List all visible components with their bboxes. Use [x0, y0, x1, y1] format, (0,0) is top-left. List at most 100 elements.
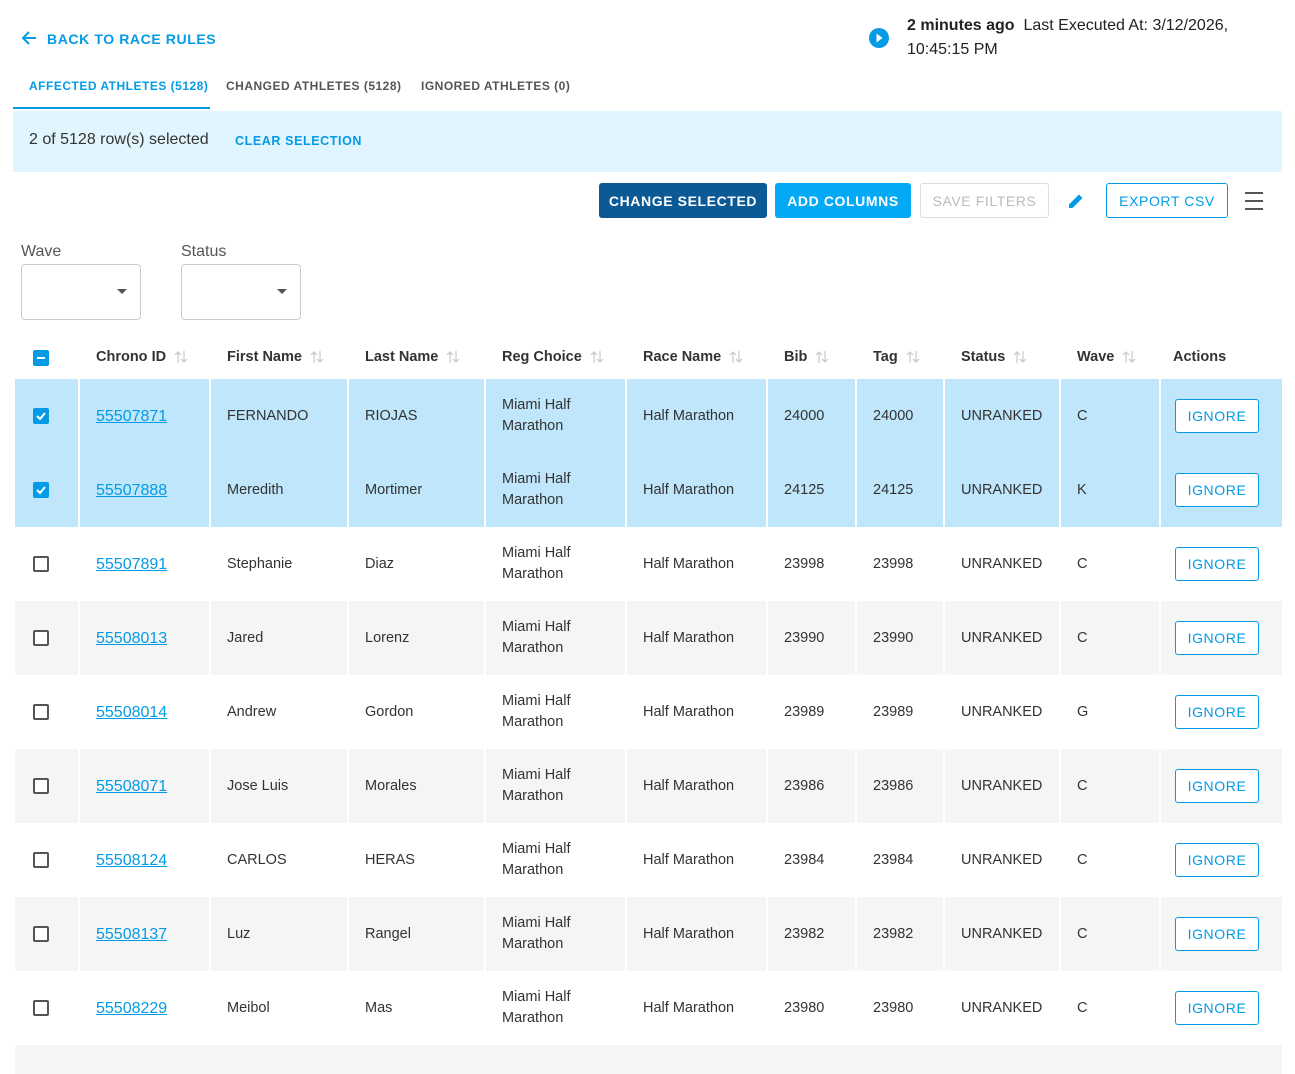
row-checkbox[interactable] — [33, 704, 49, 720]
select-all-checkbox[interactable] — [33, 350, 49, 366]
ignore-button[interactable]: IGNORE — [1175, 621, 1259, 655]
chrono-id-link[interactable]: 55508014 — [96, 703, 168, 721]
tab[interactable]: AFFECTED ATHLETES (5128) — [29, 79, 209, 93]
table-cell: C — [1061, 897, 1159, 971]
clear-selection[interactable]: CLEAR SELECTION — [235, 134, 363, 148]
ignore-button[interactable]: IGNORE — [1175, 473, 1259, 507]
cell-text: Miami Half Marathon — [502, 471, 571, 508]
table-cell: FERNANDO — [211, 379, 347, 453]
execution-info: 2 minutes ago Last Executed At: 3/12/202… — [907, 14, 1252, 62]
table-cell: Miami Half Marathon — [486, 823, 625, 897]
table-cell: 55508124 — [80, 823, 209, 897]
table-cell: Rangel — [349, 897, 484, 971]
cell-text: K — [1077, 481, 1087, 498]
menu-icon[interactable] — [1244, 191, 1264, 211]
table-cell: Half Marathon — [627, 897, 766, 971]
chrono-id-link[interactable]: 55508137 — [96, 925, 168, 943]
edit-icon[interactable] — [1066, 191, 1086, 211]
column-header[interactable]: Status — [961, 335, 1027, 379]
chrono-id-link[interactable]: 55507891 — [96, 555, 168, 573]
table-cell: 55508137 — [80, 897, 209, 971]
table-cell: IGNORE — [1161, 675, 1282, 749]
table-cell: 23989 — [768, 675, 855, 749]
ignore-button[interactable]: IGNORE — [1175, 917, 1259, 951]
back-link[interactable]: BACK TO RACE RULES — [47, 31, 217, 47]
cell-text: Miami Half Marathon — [502, 619, 571, 656]
tab-indicator — [13, 107, 210, 109]
ignore-button[interactable]: IGNORE — [1175, 991, 1259, 1025]
row-checkbox[interactable] — [33, 408, 49, 424]
row-checkbox[interactable] — [33, 482, 49, 498]
column-header[interactable]: Race Name — [643, 335, 743, 379]
column-title: Race Name — [643, 349, 722, 365]
table-cell: Half Marathon — [627, 823, 766, 897]
table-cell: CARLOS — [211, 823, 347, 897]
table-cell: 55507891 — [80, 527, 209, 601]
ignore-button[interactable]: IGNORE — [1175, 399, 1259, 433]
chrono-id-link[interactable]: 55508229 — [96, 999, 168, 1017]
back-arrow[interactable] — [20, 30, 38, 46]
row-checkbox[interactable] — [33, 778, 49, 794]
column-header[interactable]: Reg Choice — [502, 335, 604, 379]
row-checkbox[interactable] — [33, 1000, 49, 1016]
cell-text: 23984 — [784, 851, 825, 868]
tab[interactable]: IGNORED ATHLETES (0) — [421, 79, 571, 93]
run-icon[interactable] — [868, 27, 890, 49]
change-selected-button[interactable]: CHANGE SELECTED — [599, 183, 767, 218]
add-columns-button[interactable]: ADD COLUMNS — [775, 183, 911, 218]
cell-text: Gordon — [365, 703, 414, 720]
cell-text: Miami Half Marathon — [502, 915, 571, 952]
table-cell: IGNORE — [1161, 971, 1282, 1045]
chrono-id-link[interactable]: 55508071 — [96, 777, 168, 795]
ignore-button[interactable]: IGNORE — [1175, 695, 1259, 729]
row-checkbox[interactable] — [33, 556, 49, 572]
cell-text: C — [1077, 999, 1088, 1016]
cell-text: Mortimer — [365, 481, 423, 498]
cell-text: 23980 — [873, 999, 914, 1016]
table-cell: Miami Half Marathon — [486, 527, 625, 601]
table-cell: Meibol — [211, 971, 347, 1045]
cell-text: 23982 — [784, 925, 825, 942]
table-cell: 23990 — [857, 601, 943, 675]
column-header[interactable]: Wave — [1077, 335, 1136, 379]
cell-text: UNRANKED — [961, 851, 1043, 868]
cell-text: Mas — [365, 999, 393, 1016]
column-header[interactable]: Actions — [1173, 335, 1226, 379]
cell-text: C — [1077, 407, 1088, 424]
cell-text: C — [1077, 555, 1088, 572]
cell-text: Half Marathon — [643, 999, 735, 1016]
last-executed: Last Executed At: 3/12/2026, 10:45:15 PM — [907, 17, 1229, 58]
save-filters-button[interactable]: SAVE FILTERS — [920, 183, 1049, 218]
column-header[interactable]: Bib — [784, 335, 829, 379]
row-checkbox[interactable] — [33, 630, 49, 646]
row-checkbox[interactable] — [33, 852, 49, 868]
table-cell: UNRANKED — [945, 675, 1059, 749]
table-cell: 23982 — [768, 897, 855, 971]
column-title: Bib — [784, 349, 808, 365]
ignore-button[interactable]: IGNORE — [1175, 843, 1259, 877]
cell-text: Half Marathon — [643, 555, 735, 572]
chrono-id-link[interactable]: 55508124 — [96, 851, 168, 869]
cell-text: Miami Half Marathon — [502, 841, 571, 878]
export-csv-button[interactable]: EXPORT CSV — [1106, 183, 1228, 218]
table-cell: IGNORE — [1161, 749, 1282, 823]
column-header[interactable]: First Name — [227, 335, 324, 379]
ignore-button[interactable]: IGNORE — [1175, 547, 1259, 581]
partial-row — [15, 1045, 1282, 1074]
column-header[interactable]: Tag — [873, 335, 920, 379]
row-checkbox[interactable] — [33, 926, 49, 942]
column-header[interactable]: Chrono ID — [96, 335, 188, 379]
ignore-button[interactable]: IGNORE — [1175, 769, 1259, 803]
cell-text: Andrew — [227, 703, 277, 720]
column-header[interactable]: Last Name — [365, 335, 460, 379]
cell-text: 23989 — [784, 703, 825, 720]
chrono-id-link[interactable]: 55508013 — [96, 629, 168, 647]
tab[interactable]: CHANGED ATHLETES (5128) — [226, 79, 402, 93]
table-cell: Half Marathon — [627, 971, 766, 1045]
table-cell: 23984 — [857, 823, 943, 897]
status-select[interactable] — [181, 264, 301, 320]
chrono-id-link[interactable]: 55507871 — [96, 407, 168, 425]
wave-select[interactable] — [21, 264, 141, 320]
chrono-id-link[interactable]: 55507888 — [96, 481, 168, 499]
